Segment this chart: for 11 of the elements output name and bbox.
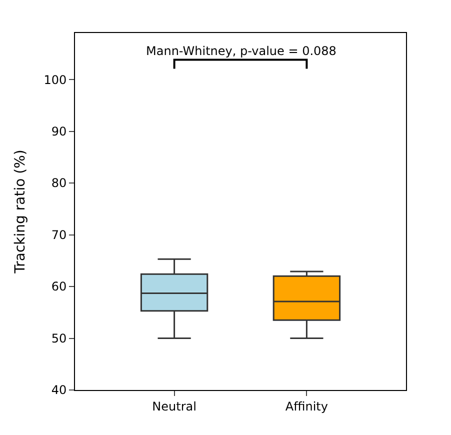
y-tick-label: 40 — [51, 383, 67, 398]
y-tick-label: 50 — [51, 331, 67, 346]
x-tick-label: Affinity — [285, 399, 328, 414]
x-tick-label: Neutral — [152, 399, 196, 414]
y-tick-label: 80 — [51, 176, 67, 190]
y-tick-label: 60 — [51, 280, 67, 294]
y-tick-label: 90 — [51, 124, 67, 138]
y-tick-label: 70 — [51, 228, 67, 242]
annotation: Mann-Whitney, p-value = 0.088 — [146, 44, 336, 58]
y-axis-title: Tracking ratio (%) — [12, 150, 28, 274]
y-tick-label: 100 — [44, 72, 67, 87]
